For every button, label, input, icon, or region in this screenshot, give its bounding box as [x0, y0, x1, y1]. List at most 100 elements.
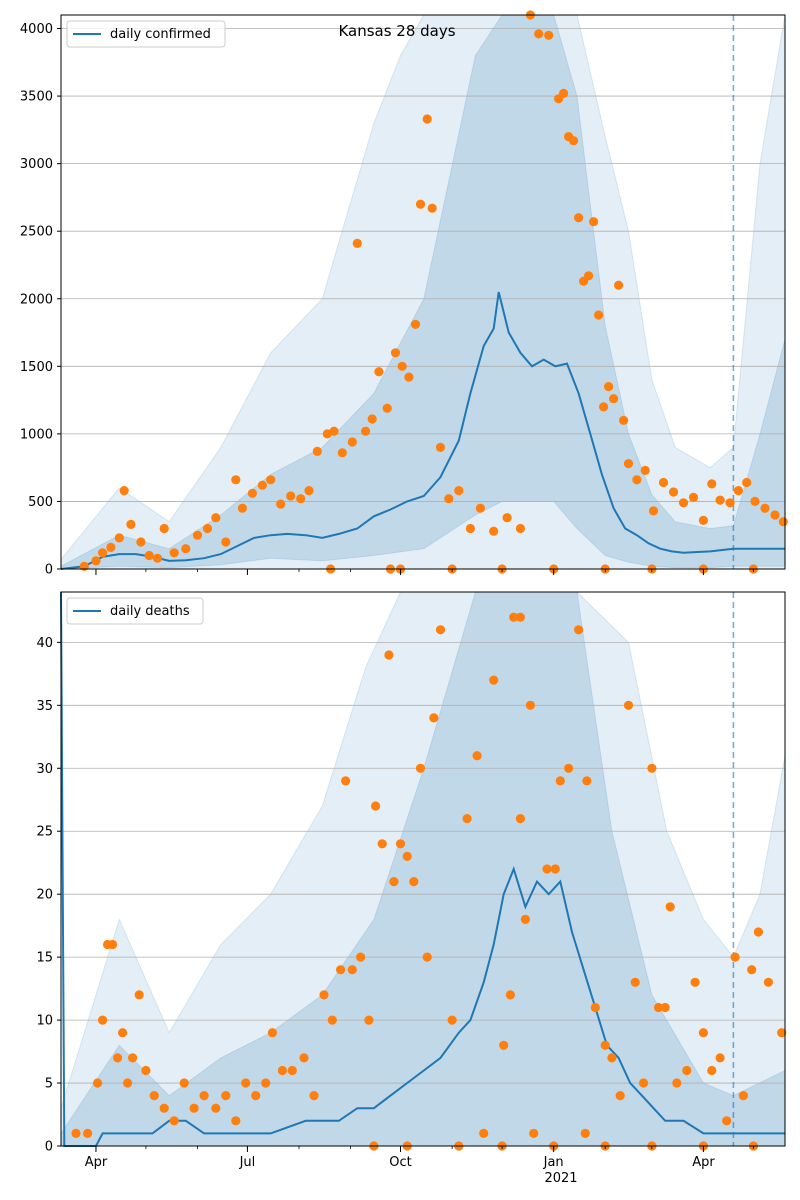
observed-point	[559, 88, 569, 98]
y-tick-label: 2500	[20, 225, 53, 240]
y-tick-label: 2000	[20, 292, 53, 307]
y-tick-label: 25	[36, 825, 53, 840]
observed-point	[509, 612, 519, 622]
observed-point	[707, 479, 717, 489]
observed-point	[106, 542, 116, 553]
panel-frame	[60, 14, 786, 570]
observed-point	[169, 548, 179, 558]
observed-point	[730, 952, 740, 962]
observed-point	[660, 1002, 670, 1013]
observed-point	[658, 477, 669, 488]
observed-point	[574, 625, 584, 635]
observed-point	[525, 700, 536, 710]
observed-point	[211, 513, 221, 523]
y-tick-label: 20	[36, 888, 53, 903]
observed-point	[653, 1002, 664, 1013]
observed-point	[134, 990, 144, 1000]
observed-point	[364, 1015, 374, 1025]
observed-point	[287, 1065, 297, 1076]
plot-layer	[60, 591, 787, 1151]
observed-point	[337, 448, 347, 458]
y-tick-label: 30	[36, 762, 53, 777]
observed-point	[247, 488, 257, 498]
observed-point	[189, 1103, 199, 1113]
observed-point	[590, 1002, 600, 1013]
observed-point	[397, 361, 407, 371]
observed-point	[619, 415, 629, 425]
x-year-label: 2021	[544, 1171, 577, 1186]
observed-point	[257, 480, 267, 490]
panel-daily-deaths: daily deaths 2021 0 5 10 15 20 25 30 35 40 Apr Jul…	[36, 591, 787, 1186]
observed-point	[192, 530, 203, 540]
observed-point	[462, 814, 472, 824]
legend-label: daily deaths	[110, 604, 190, 619]
series-line	[60, 591, 785, 1147]
observed-point	[241, 1078, 251, 1088]
observed-point	[632, 475, 642, 485]
observed-point	[231, 475, 241, 485]
observed-point	[447, 1015, 457, 1025]
panel-daily-confirmed: Kansas 28 days daily confirmed 0 500 1000 1…	[20, 10, 788, 578]
observed-point	[384, 650, 394, 660]
observed-point	[79, 561, 89, 571]
observed-point	[309, 1091, 319, 1101]
observed-point	[123, 1078, 133, 1088]
observed-point	[211, 1103, 221, 1113]
y-tick-label: 5	[45, 1077, 53, 1092]
observed-point	[377, 839, 387, 849]
legend-box	[66, 597, 204, 625]
observed-point	[231, 1116, 241, 1126]
observed-point	[580, 1128, 590, 1138]
observed-point	[770, 510, 780, 520]
y-tick-label: 1000	[20, 427, 53, 442]
observed-point	[544, 30, 554, 40]
observed-point	[374, 367, 384, 377]
observed-point	[199, 1091, 209, 1101]
observed-point	[475, 503, 485, 513]
observed-point	[277, 1065, 287, 1076]
observed-point	[678, 498, 689, 508]
legend-box	[66, 20, 226, 48]
y-tick-label: 10	[36, 1014, 53, 1029]
observed-point	[574, 213, 584, 223]
observed-point	[750, 496, 760, 506]
x-tick-label: Apr	[692, 1155, 715, 1170]
observed-point	[647, 763, 657, 773]
observed-point	[221, 1091, 231, 1101]
observed-point	[594, 310, 604, 320]
observed-point	[114, 533, 124, 543]
observed-point	[299, 1053, 309, 1063]
observed-point	[128, 1053, 138, 1063]
y-tick-label: 35	[36, 699, 53, 714]
y-tick-label: 3000	[20, 157, 53, 172]
observed-point	[341, 776, 351, 786]
observed-point	[336, 965, 346, 975]
observed-point	[402, 851, 412, 862]
observed-point	[410, 319, 421, 329]
observed-point	[607, 1053, 617, 1063]
observed-point	[725, 498, 735, 508]
observed-point	[520, 914, 531, 925]
observed-point	[738, 1091, 749, 1101]
observed-point	[98, 548, 108, 558]
y-tick-label: 3500	[20, 90, 53, 105]
observed-point	[119, 486, 129, 496]
observed-point	[361, 426, 371, 436]
observed-point	[329, 426, 339, 436]
y-tick-label: 0	[45, 563, 53, 578]
observed-point	[83, 1128, 93, 1138]
y-tick-label: 1500	[20, 360, 53, 375]
chart-title: Kansas 28 days	[338, 22, 455, 40]
observed-point	[371, 801, 381, 811]
observed-point	[267, 1028, 277, 1038]
observed-point	[202, 523, 213, 534]
observed-point	[623, 459, 634, 469]
observed-point	[542, 864, 552, 874]
observed-point	[118, 1028, 128, 1038]
observed-point	[489, 675, 499, 685]
observed-point	[347, 965, 357, 975]
observed-point	[753, 927, 764, 937]
observed-point	[149, 1091, 159, 1101]
observed-point	[108, 939, 118, 950]
observed-point	[665, 902, 675, 912]
